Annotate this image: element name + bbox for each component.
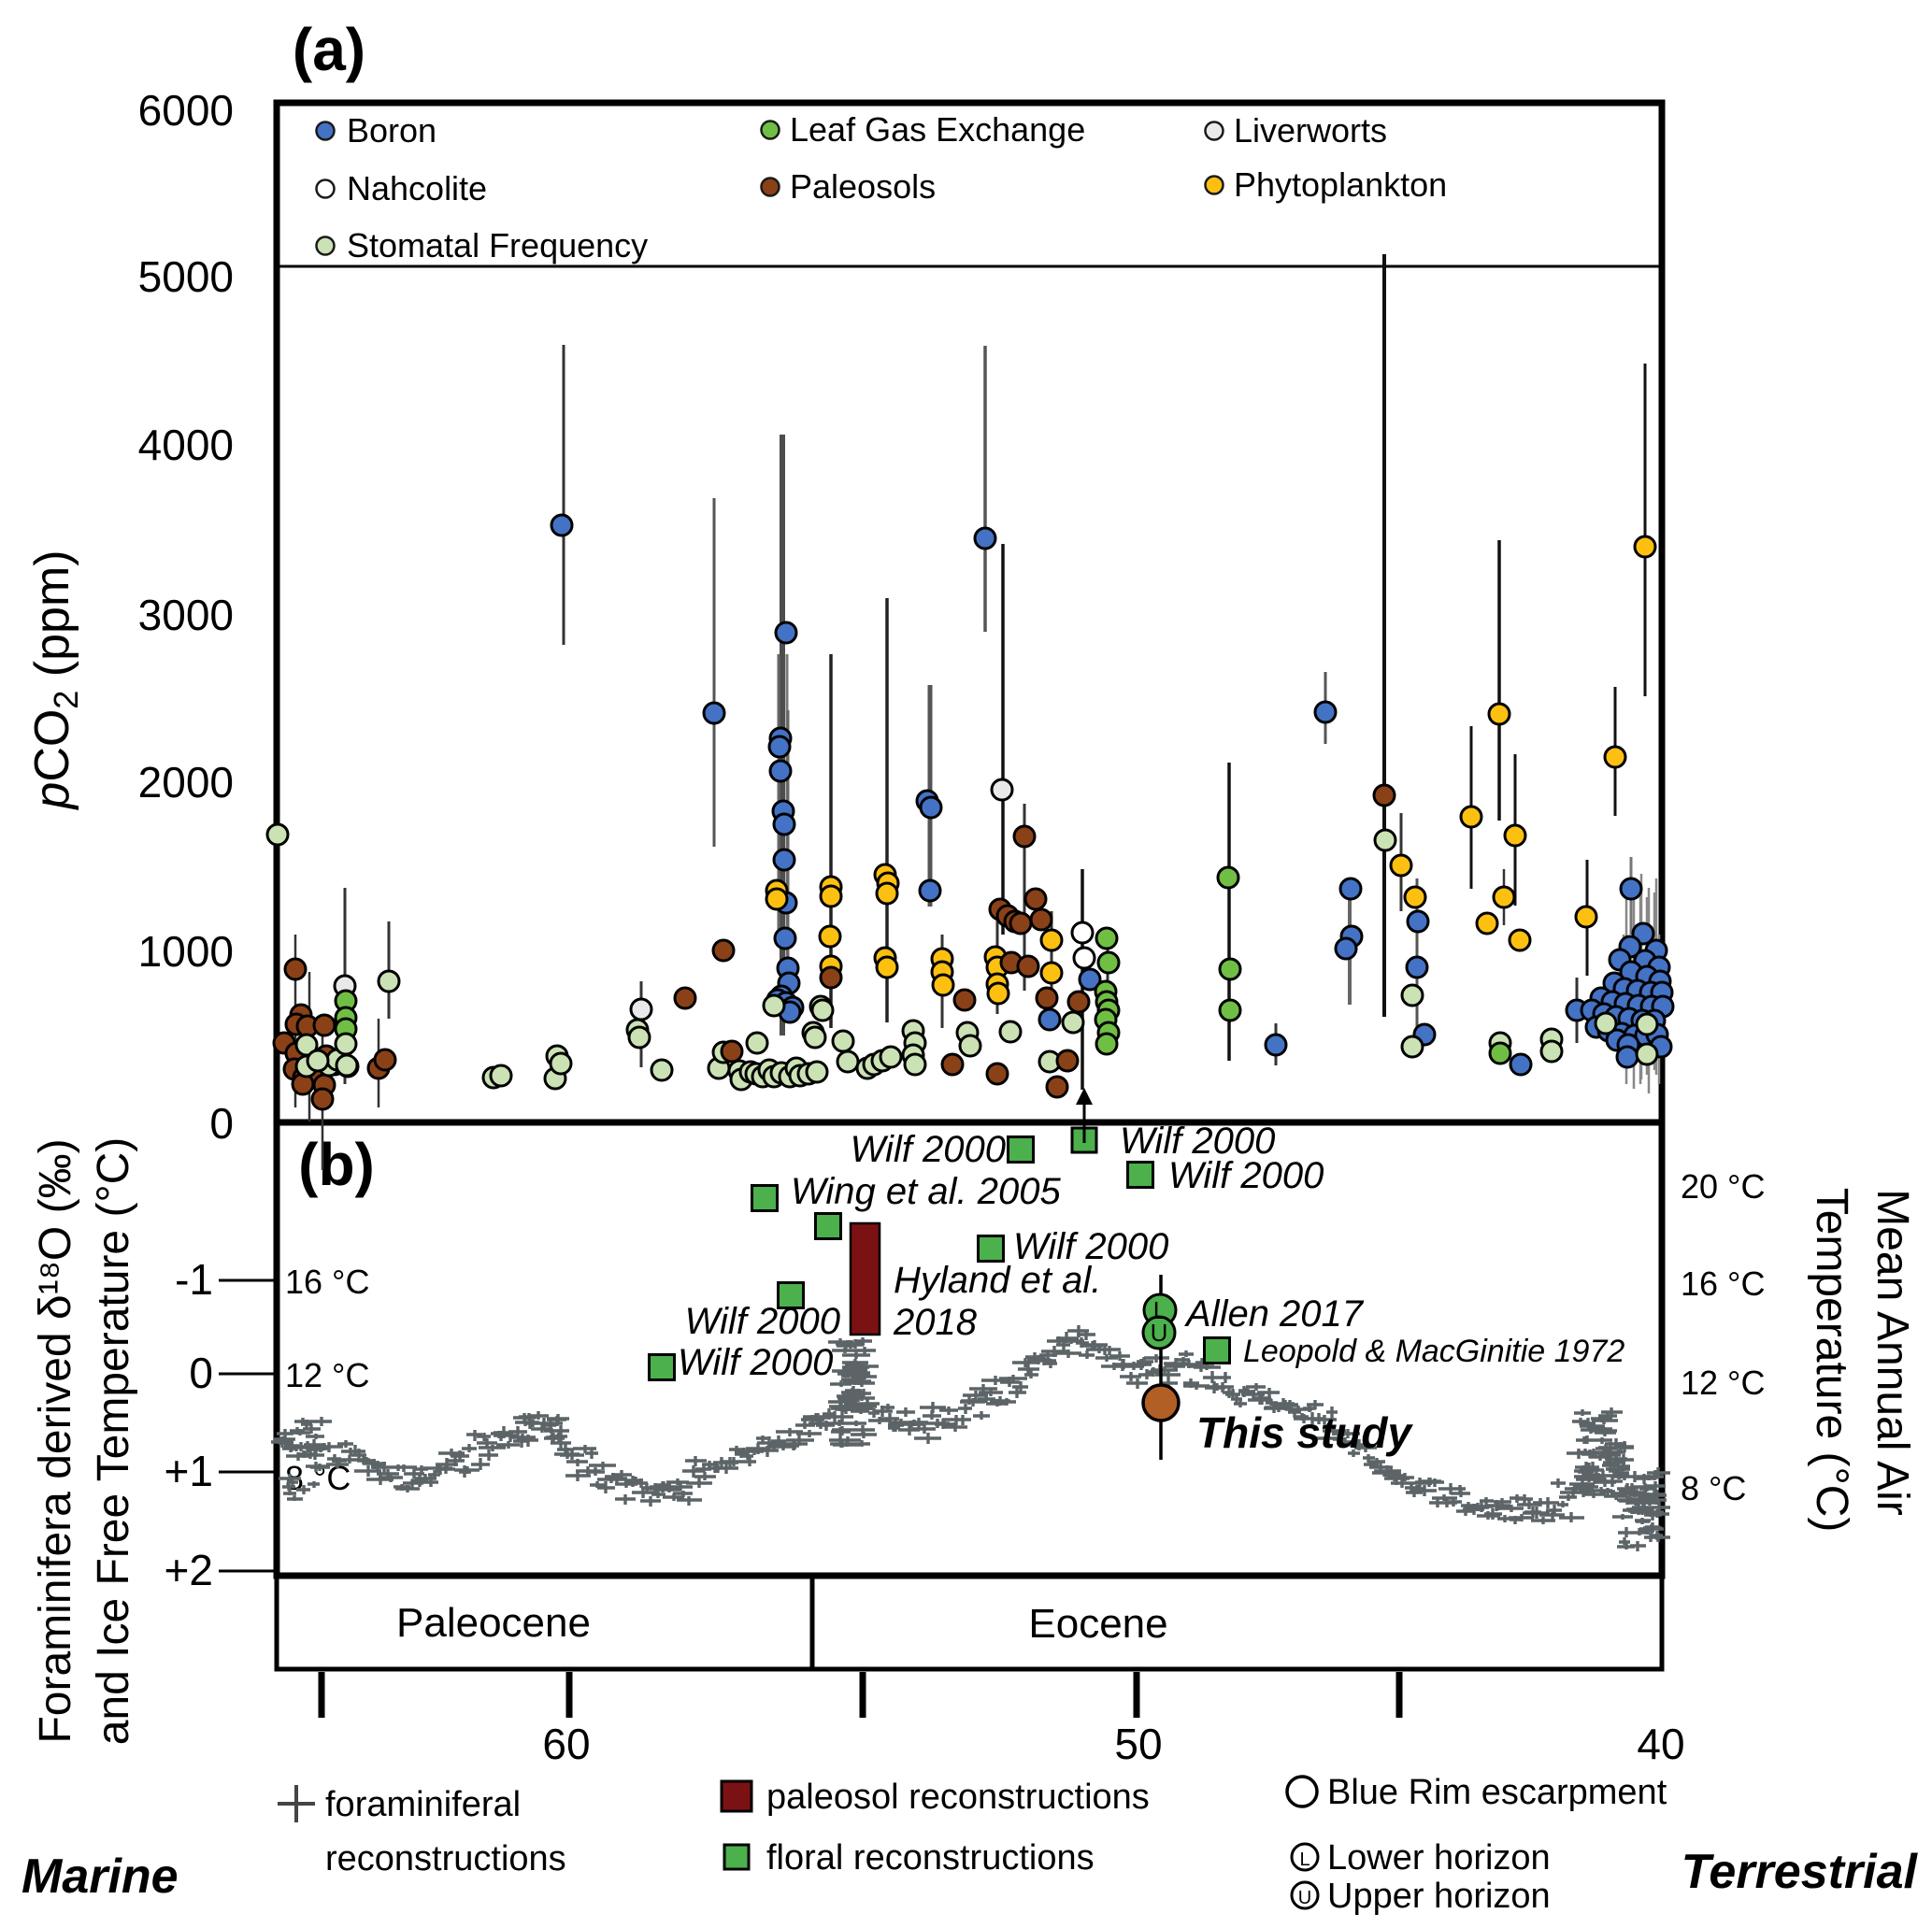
svg-text:Eocene: Eocene [1028, 1601, 1167, 1647]
svg-text:Terrestrial: Terrestrial [1682, 1845, 1919, 1899]
svg-text:Wilf 2000: Wilf 2000 [1013, 1226, 1168, 1267]
svg-text:12 °C: 12 °C [1681, 1364, 1765, 1402]
svg-text:foraminiferal: foraminiferal [325, 1785, 521, 1824]
svg-text:U: U [1151, 1319, 1168, 1347]
svg-text:Allen 2017: Allen 2017 [1184, 1293, 1365, 1335]
svg-text:Lower horizon: Lower horizon [1327, 1838, 1551, 1878]
svg-text:2018: 2018 [893, 1302, 978, 1343]
svg-text:20 °C: 20 °C [1681, 1167, 1765, 1206]
svg-text:16 °C: 16 °C [285, 1263, 369, 1301]
svg-text:Wilf 2000: Wilf 2000 [851, 1129, 1006, 1170]
svg-text:This study: This study [1196, 1408, 1413, 1457]
svg-text:Stomatal Frequency: Stomatal Frequency [347, 226, 648, 264]
svg-text:pCO2 (ppm): pCO2 (ppm) [25, 550, 85, 810]
svg-text:Nahcolite: Nahcolite [347, 169, 487, 207]
svg-text:8 °C: 8 °C [1681, 1469, 1746, 1507]
svg-text:(b): (b) [298, 1131, 375, 1198]
svg-text:Paleosols: Paleosols [790, 167, 936, 206]
svg-text:2000: 2000 [138, 758, 234, 807]
svg-text:0: 0 [209, 1099, 234, 1148]
svg-text:Boron: Boron [347, 111, 436, 150]
svg-text:Leopold & MacGinitie 1972: Leopold & MacGinitie 1972 [1243, 1334, 1624, 1369]
svg-text:L: L [1153, 1296, 1166, 1324]
svg-text:reconstructions: reconstructions [325, 1839, 566, 1878]
svg-text:Upper horizon: Upper horizon [1327, 1877, 1551, 1916]
svg-text:U: U [1298, 1888, 1311, 1908]
svg-text:and Ice Free Temperature (°C): and Ice Free Temperature (°C) [89, 1137, 138, 1746]
svg-text:Temperature (°C): Temperature (°C) [1807, 1188, 1856, 1533]
svg-text:6000: 6000 [138, 86, 234, 135]
svg-text:+2: +2 [165, 1546, 213, 1594]
svg-text:Hyland et al.: Hyland et al. [894, 1260, 1101, 1301]
svg-text:60: 60 [542, 1720, 590, 1768]
svg-text:Wing et al. 2005: Wing et al. 2005 [791, 1171, 1061, 1212]
svg-text:(a): (a) [293, 16, 365, 83]
svg-text:3000: 3000 [138, 591, 234, 639]
svg-text:1000: 1000 [138, 927, 234, 976]
svg-text:40: 40 [1637, 1720, 1684, 1768]
svg-text:Wilf 2000: Wilf 2000 [1120, 1121, 1275, 1162]
svg-text:Liverworts: Liverworts [1234, 111, 1387, 150]
svg-text:paleosol reconstructions: paleosol reconstructions [766, 1778, 1150, 1817]
svg-text:0: 0 [189, 1349, 213, 1397]
svg-text:Wilf 2000: Wilf 2000 [685, 1301, 840, 1342]
svg-text:Paleocene: Paleocene [396, 1600, 591, 1646]
svg-text:5000: 5000 [138, 252, 234, 301]
svg-text:L: L [1299, 1849, 1309, 1870]
svg-text:Wilf 2000: Wilf 2000 [678, 1342, 833, 1383]
svg-text:4000: 4000 [138, 421, 234, 469]
svg-text:Phytoplankton: Phytoplankton [1234, 165, 1447, 204]
svg-text:Leaf Gas Exchange: Leaf Gas Exchange [790, 110, 1085, 149]
svg-text:Marine: Marine [21, 1849, 179, 1904]
svg-text:50: 50 [1114, 1720, 1162, 1768]
svg-text:Mean Annual Air: Mean Annual Air [1868, 1189, 1917, 1516]
svg-text:Foraminifera derived δ¹⁸O (‰): Foraminifera derived δ¹⁸O (‰) [31, 1138, 80, 1743]
svg-text:floral reconstructions: floral reconstructions [766, 1838, 1095, 1878]
svg-text:-1: -1 [175, 1255, 213, 1304]
svg-text:Blue Rim escarpment: Blue Rim escarpment [1327, 1773, 1667, 1812]
svg-text:Wilf 2000: Wilf 2000 [1168, 1155, 1324, 1196]
svg-text:+1: +1 [165, 1447, 213, 1495]
svg-text:16 °C: 16 °C [1681, 1264, 1765, 1303]
svg-text:12 °C: 12 °C [285, 1356, 369, 1394]
